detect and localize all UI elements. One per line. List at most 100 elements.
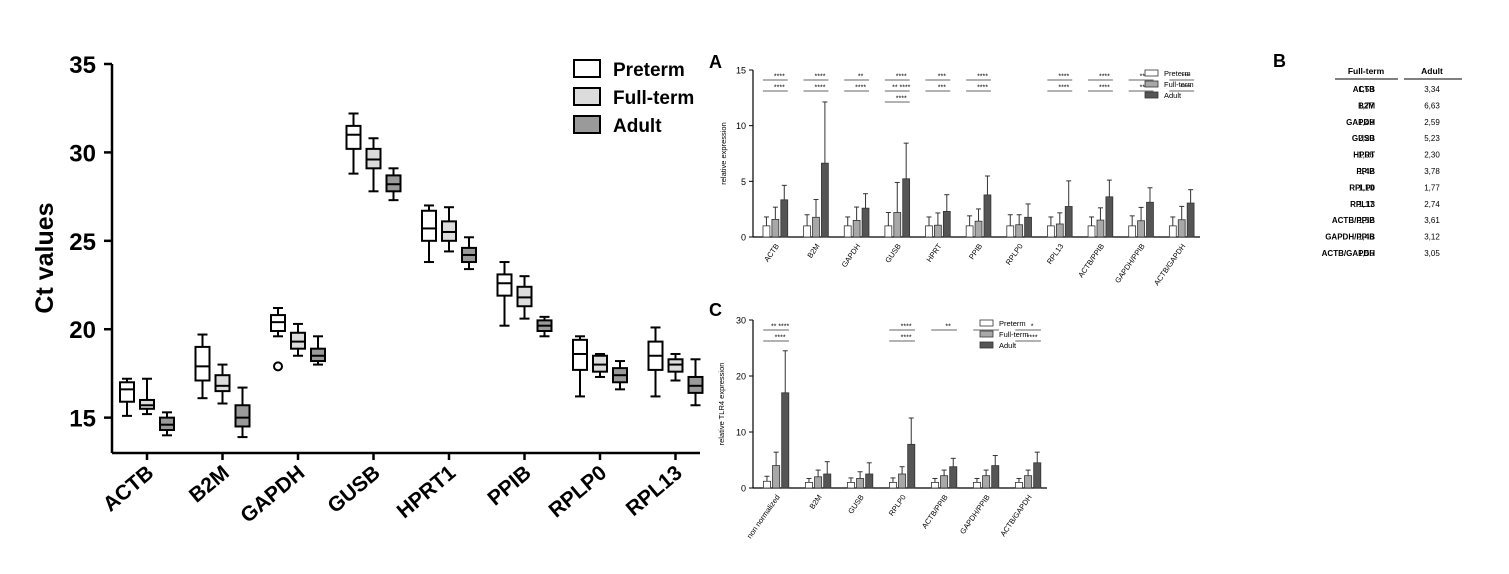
bar-full-term [1055, 223, 1064, 238]
bar-full-term [940, 475, 949, 489]
bar-preterm [1006, 225, 1015, 238]
legend-swatch [573, 87, 601, 106]
legend-swatch [979, 330, 994, 338]
significance-label: **** [1140, 85, 1151, 92]
bar-adult [1186, 202, 1195, 238]
panel-label: B [1273, 51, 1286, 71]
bar-full-term [771, 219, 780, 238]
y-tick-label: 15 [69, 406, 96, 433]
y-tick-label: 0 [741, 233, 746, 243]
x-tick-label: GUSB [323, 461, 384, 518]
table-cell: 3,78 [1424, 167, 1440, 176]
x-tick-label: B2M [808, 493, 824, 511]
table-cell: 1,17 [1358, 200, 1374, 209]
table-cell: 5,23 [1424, 134, 1440, 143]
y-tick-label: 30 [736, 316, 746, 326]
box-preterm [194, 345, 211, 382]
y-tick-label: 10 [736, 428, 746, 438]
significance-label: **** [1099, 85, 1110, 92]
table-cell: 2,30 [1424, 151, 1440, 160]
table-cell: 3,05 [1424, 249, 1440, 258]
table-cell: 1,46 [1358, 233, 1374, 242]
table-cell: 1,42 [1358, 167, 1374, 176]
bar-adult [823, 473, 832, 489]
x-tick-label: B2M [185, 461, 234, 507]
box-preterm [119, 381, 135, 403]
significance-label: **** [774, 74, 785, 81]
bar-full-term [1015, 224, 1024, 238]
legend-swatch [573, 115, 601, 134]
x-tick-label: ACTB/PPIB [1076, 242, 1106, 279]
significance-label: **** [1140, 74, 1151, 81]
bar-preterm [925, 225, 933, 238]
significance-label: * [1031, 324, 1034, 331]
bar-full-term [982, 475, 991, 489]
bar-preterm [846, 481, 855, 489]
legend-label: Adult [613, 116, 662, 137]
x-tick-label: HPRT [925, 242, 944, 264]
bar-full-term [812, 216, 820, 238]
bar-preterm [930, 481, 939, 489]
bar-full-term [814, 476, 823, 489]
significance-label: **** [815, 85, 826, 92]
legend-label: Preterm [613, 60, 685, 81]
table-cell: 1,77 [1424, 183, 1440, 192]
significance-label: **** [896, 74, 907, 81]
y-tick-label: 30 [69, 140, 96, 167]
y-axis-title: relative expression [719, 122, 728, 185]
bar-full-term [974, 220, 983, 238]
bar-adult [781, 392, 790, 489]
table-cell: 1,10 [1358, 183, 1374, 192]
box-adult [234, 404, 251, 428]
table-cell: 2,74 [1424, 200, 1440, 209]
bar-preterm [1047, 225, 1055, 238]
table-cell: 1,58 [1358, 85, 1374, 94]
box-preterm [345, 124, 362, 150]
x-tick-label: HPRT1 [393, 461, 461, 523]
table-row-label: HPRT [1353, 151, 1375, 160]
legend-label: Preterm [1164, 69, 1191, 78]
bar-adult [949, 466, 958, 489]
table-cell: 2,20 [1358, 134, 1374, 143]
y-tick-label: 20 [69, 317, 96, 344]
y-tick-label: 5 [741, 177, 746, 187]
x-tick-label: GUSB [846, 493, 866, 516]
significance-label: **** [1058, 74, 1069, 81]
legend-label: Adult [1164, 91, 1182, 100]
significance-label: ** [858, 74, 864, 81]
column-header: Adult [1421, 66, 1443, 76]
bar-preterm [1014, 481, 1023, 489]
table-cell: 2,59 [1424, 118, 1440, 127]
bar-full-term [934, 224, 942, 238]
bar-preterm [1087, 225, 1096, 238]
significance-label: *** [1182, 74, 1190, 81]
bar-adult [1064, 206, 1073, 238]
significance-label: **** [901, 335, 912, 342]
box-outlier [273, 361, 283, 372]
x-tick-label: ACTB [762, 242, 781, 264]
legend-swatch [1144, 69, 1159, 77]
table-cell: 1,55 [1358, 249, 1374, 258]
significance-label: **** [1058, 85, 1069, 92]
bar-preterm [972, 481, 981, 489]
x-tick-label: B2M [805, 242, 821, 260]
bar-full-term [1024, 475, 1033, 489]
legend-swatch [1144, 80, 1159, 88]
x-tick-label: RPLP0 [545, 461, 612, 522]
x-tick-label: ACTB/GAPDH [998, 493, 1033, 538]
x-tick-label: GAPDH [236, 461, 309, 527]
significance-label: **** [1027, 335, 1038, 342]
bar-adult [821, 162, 829, 238]
panel-label: A [709, 52, 722, 72]
significance-label: **** [774, 85, 785, 92]
x-tick-label: RPLP0 [1004, 242, 1025, 267]
bar-full-term [1177, 219, 1186, 238]
bar-preterm [843, 225, 852, 238]
bar-preterm [1168, 225, 1177, 238]
bar-full-term [772, 465, 781, 489]
x-tick-label: GUSB [883, 242, 903, 265]
bar-chart-panel-c: C 0 10 20 30 relative TLR4 expression non norm… [709, 300, 1047, 540]
significance-label: **** [775, 335, 786, 342]
